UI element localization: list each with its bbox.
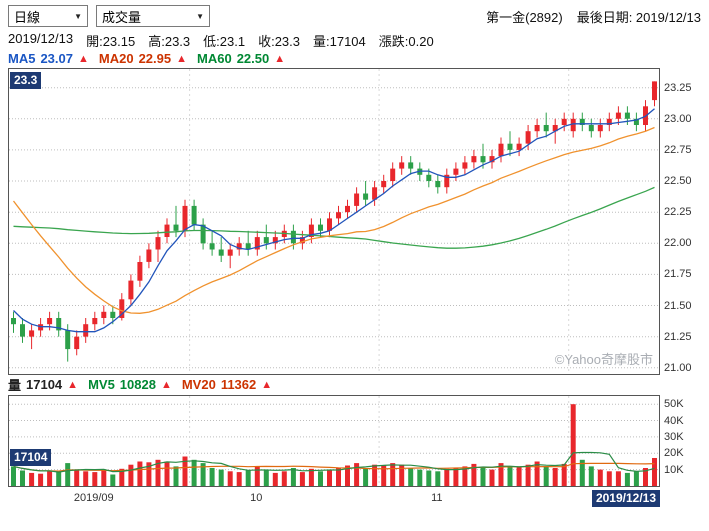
mv20-value: 11362: [220, 377, 257, 392]
ma60-label: MA60: [197, 51, 232, 66]
quote-low: 低:23.1: [203, 34, 246, 49]
x-tick-label: 2019/09: [73, 492, 114, 504]
candlestick-chart: [9, 69, 659, 374]
up-arrow-icon: ▲: [261, 378, 273, 391]
chevron-down-icon: ▼: [196, 11, 204, 21]
last-date-badge: 2019/12/13: [591, 490, 660, 507]
volume-chart-row: 17104 50K 40K 30K 20K 10K: [0, 395, 709, 487]
price-tick-label: 22.25: [664, 206, 692, 219]
volume-tick-label: 20K: [664, 447, 684, 460]
volume-tick-label: 10K: [664, 463, 684, 476]
mv5-legend-item: MV5 10828 ▲: [88, 377, 172, 392]
quote-high: 高:23.3: [148, 34, 191, 49]
quote-change: 漲跌:0.20: [378, 34, 434, 49]
mv20-legend-item: MV20 11362 ▲: [182, 377, 272, 392]
toolbar: 日線 ▼ 成交量 ▼ 第一金(2892) 最後日期: 2019/12/13: [0, 0, 709, 30]
up-arrow-icon: ▲: [160, 378, 172, 391]
price-tick-label: 22.00: [664, 237, 692, 250]
quote-date: 2019/12/13: [8, 31, 74, 46]
volume-value: 17104: [26, 377, 63, 392]
volume-label: 量: [8, 378, 22, 393]
watermark: ©Yahoo奇摩股市: [554, 352, 653, 367]
ma20-label: MA20: [98, 51, 134, 66]
period-select-value: 日線: [14, 9, 41, 25]
ma5-legend-item: MA5 23.07 ▲: [8, 51, 89, 66]
ma60-value: 22.50: [236, 51, 270, 66]
volume-legend-item: 量 17104 ▲: [8, 375, 78, 394]
volume-tick-label: 50K: [664, 398, 684, 411]
current-price-badge: 23.3: [10, 72, 42, 90]
ma-legend: MA5 23.07 ▲ MA20 22.95 ▲ MA60 22.50 ▲: [0, 49, 709, 68]
last-date-label: 最後日期: 2019/12/13: [576, 9, 701, 25]
ma20-legend-item: MA20 22.95 ▲: [99, 51, 187, 66]
indicator-select-value: 成交量: [102, 9, 142, 25]
price-chart-plot: 23.3 ©Yahoo奇摩股市: [8, 68, 660, 375]
volume-tick-label: 30K: [664, 430, 684, 443]
x-tick-label: 11: [431, 492, 443, 504]
toolbar-right: 第一金(2892) 最後日期: 2019/12/13: [486, 7, 701, 26]
price-tick-label: 21.25: [664, 330, 692, 343]
ma60-legend-item: MA60 22.50 ▲: [197, 51, 285, 66]
price-tick-label: 22.75: [664, 143, 692, 156]
ma5-value: 23.07: [40, 51, 73, 66]
price-tick-label: 21.75: [664, 268, 692, 281]
quote-volume: 量:17104: [313, 34, 366, 49]
indicator-select[interactable]: 成交量 ▼: [96, 5, 210, 27]
volume-chart-plot: 17104: [8, 395, 660, 487]
up-arrow-icon: ▲: [274, 52, 286, 65]
x-tick-label: 10: [250, 492, 263, 504]
period-select[interactable]: 日線 ▼: [8, 5, 88, 27]
price-chart-row: 23.3 ©Yahoo奇摩股市 23.25 23.00 22.75 22.50 22.2…: [0, 68, 709, 375]
price-tick-label: 23.00: [664, 112, 692, 125]
price-tick-label: 23.25: [664, 81, 692, 94]
price-tick-label: 21.50: [664, 299, 692, 312]
mv5-value: 10828: [119, 377, 156, 392]
chevron-down-icon: ▼: [74, 11, 82, 21]
stock-title: 第一金(2892): [486, 9, 563, 25]
x-axis: 2019/09 10 11 2019/12/13: [0, 489, 709, 513]
volume-legend: 量 17104 ▲ MV5 10828 ▲ MV20 11362 ▲: [0, 375, 709, 394]
volume-bar-chart: [9, 396, 659, 486]
ma5-label: MA5: [8, 51, 36, 66]
up-arrow-icon: ▲: [176, 52, 188, 65]
mv20-label: MV20: [181, 377, 216, 392]
price-tick-label: 21.00: [664, 361, 692, 374]
mv5-label: MV5: [88, 377, 115, 392]
volume-tick-label: 40K: [664, 414, 684, 427]
current-volume-badge: 17104: [10, 449, 52, 466]
up-arrow-icon: ▲: [78, 52, 89, 65]
quote-line: 2019/12/13 開:23.15 高:23.3 低:23.1 收:23.3 …: [0, 30, 709, 49]
quote-open: 開:23.15: [86, 34, 136, 49]
up-arrow-icon: ▲: [67, 378, 79, 391]
price-tick-label: 22.50: [664, 175, 692, 188]
ma20-value: 22.95: [138, 51, 172, 66]
quote-close: 收:23.3: [258, 34, 300, 49]
